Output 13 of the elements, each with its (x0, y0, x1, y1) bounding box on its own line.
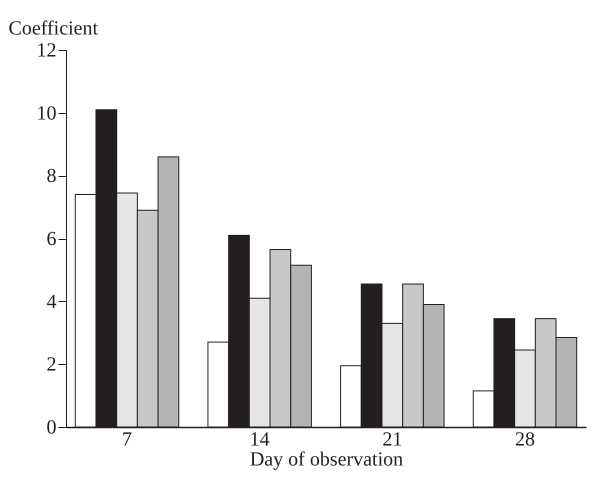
x-tick-label: 7 (122, 428, 132, 450)
x-tick-label: 21 (382, 428, 402, 450)
y-tick-label: 4 (46, 290, 56, 313)
y-tick-label: 6 (46, 228, 56, 250)
x-tick-label: 28 (514, 428, 535, 450)
y-tick-label: 12 (36, 40, 56, 62)
y-tick-label: 8 (46, 165, 56, 188)
y-tick-label: 0 (46, 416, 56, 438)
y-axis-title: Coefficient (8, 18, 99, 40)
y-tick-label: 2 (46, 354, 56, 376)
y-tick-label: 10 (36, 102, 56, 124)
x-tick-label: 14 (250, 428, 270, 450)
x-axis-title: Day of observation (250, 448, 404, 470)
